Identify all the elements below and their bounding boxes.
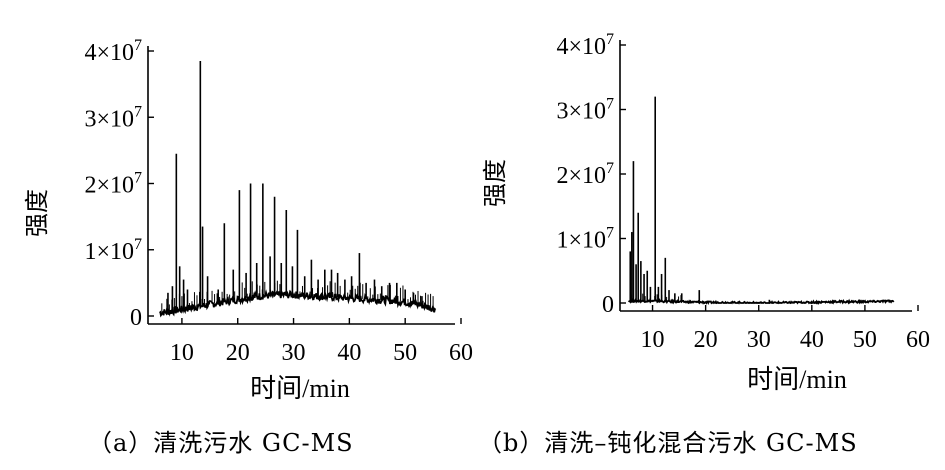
x-tick-label: 50 (853, 327, 877, 353)
x-tick-label: 30 (282, 340, 306, 366)
chart-a-caption: （a）清洗污水 GC-MS (88, 429, 354, 457)
chart-b-plot (627, 96, 895, 305)
y-tick-label: 1×107 (84, 236, 142, 265)
y-tick-label: 3×107 (84, 103, 142, 132)
x-tick-label: 10 (170, 340, 194, 366)
x-tick-label: 60 (449, 340, 473, 366)
chart-b: 0 1×107 2×107 3×107 4×107 10 20 30 40 50 60 强度 时间… (478, 31, 930, 457)
chart-a-x-ticks: 10 20 30 40 50 60 (170, 318, 473, 366)
chart-b-ylabel: 强度 (481, 159, 509, 207)
y-tick-label: 0 (602, 292, 614, 318)
x-tick-label: 20 (694, 327, 718, 353)
chart-a: 0 1×107 2×107 3×107 4×107 10 20 30 40 50 60 强度 时间… (23, 37, 473, 457)
y-tick-label: 2×107 (556, 160, 614, 189)
chart-a-xlabel: 时间/min (250, 374, 350, 403)
x-tick-label: 40 (800, 327, 824, 353)
chart-b-y-ticks: 0 1×107 2×107 3×107 4×107 (556, 31, 626, 318)
y-tick-label: 4×107 (556, 31, 614, 60)
x-tick-label: 50 (393, 340, 417, 366)
x-tick-label: 30 (747, 327, 771, 353)
chart-a-y-ticks: 0 1×107 2×107 3×107 4×107 (84, 37, 154, 331)
y-tick-label: 0 (130, 305, 142, 331)
chart-b-caption: （b）清洗–钝化混合污水 GC-MS (478, 429, 858, 457)
chart-a-ylabel: 强度 (23, 189, 51, 237)
baseline-trace (627, 298, 895, 305)
y-tick-label: 1×107 (556, 225, 614, 254)
y-tick-label: 3×107 (556, 96, 614, 125)
x-tick-label: 20 (226, 340, 250, 366)
x-tick-label: 40 (337, 340, 361, 366)
x-tick-label: 10 (641, 327, 665, 353)
chart-a-plot (159, 60, 437, 318)
y-tick-label: 4×107 (84, 37, 142, 66)
chart-b-x-ticks: 10 20 30 40 50 60 (641, 305, 930, 353)
y-tick-label: 2×107 (84, 170, 142, 199)
chart-b-xlabel: 时间/min (747, 365, 847, 394)
x-tick-label: 60 (906, 327, 930, 353)
